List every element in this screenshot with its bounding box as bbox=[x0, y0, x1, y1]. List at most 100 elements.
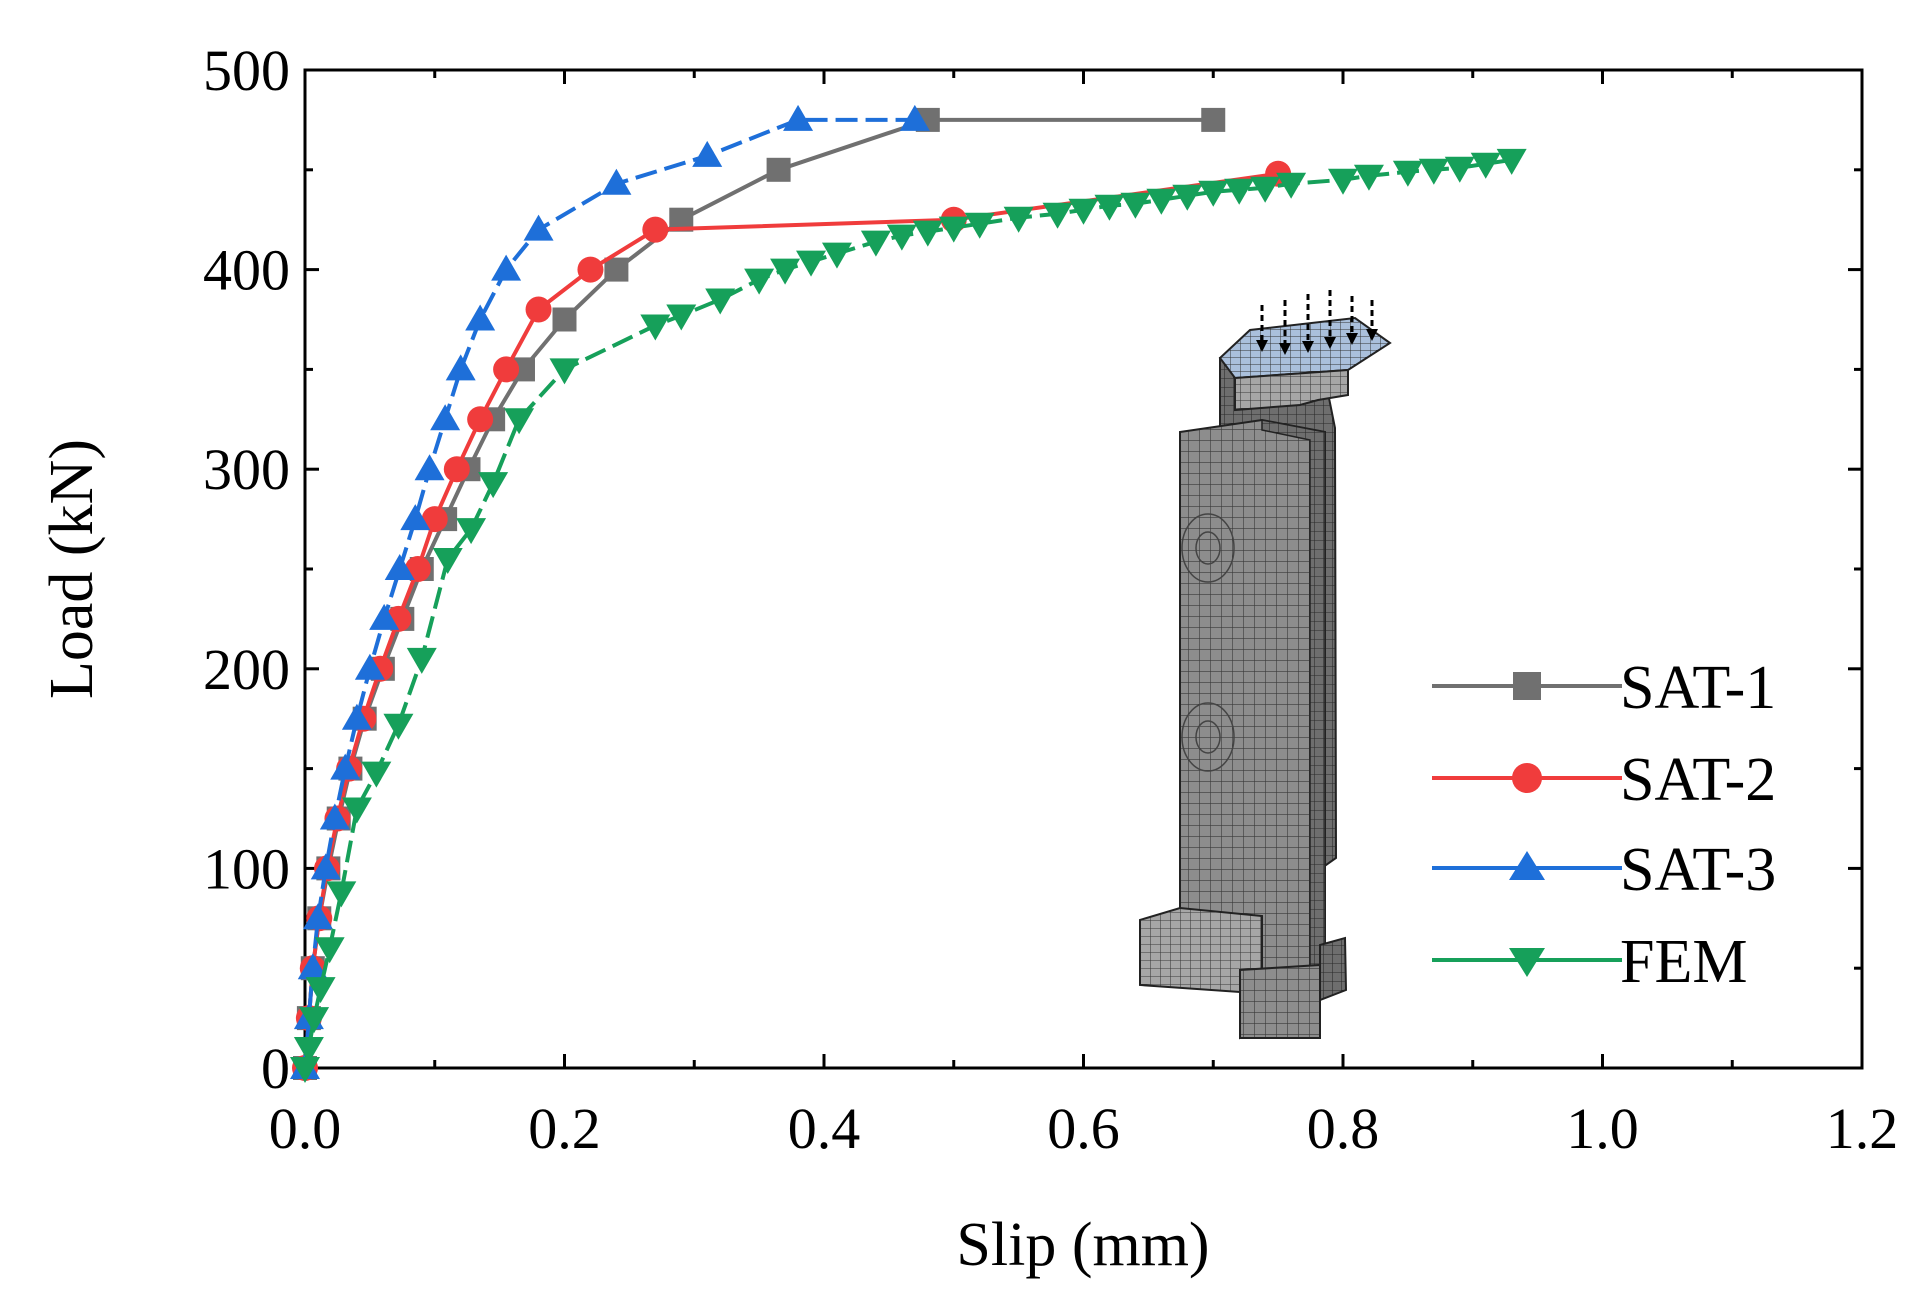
data-point-fem bbox=[1224, 178, 1255, 205]
legend-item-sat-2: SAT-2 bbox=[1432, 746, 1776, 814]
data-point-fem bbox=[1198, 180, 1229, 207]
data-point-fem bbox=[860, 230, 891, 257]
data-point-sat-1 bbox=[604, 257, 629, 282]
data-point-sat-3 bbox=[465, 304, 496, 331]
data-point-sat-1 bbox=[1201, 107, 1226, 132]
series-fem bbox=[290, 148, 1527, 1083]
legend-marker-triangle-down bbox=[1509, 948, 1545, 977]
y-tick-label: 0 bbox=[261, 1036, 290, 1101]
data-point-sat-3 bbox=[414, 454, 445, 481]
data-point-sat-2 bbox=[642, 216, 669, 243]
data-point-sat-3 bbox=[384, 554, 415, 580]
data-point-fem bbox=[1068, 198, 1099, 225]
data-point-fem bbox=[290, 1057, 320, 1083]
data-point-fem bbox=[666, 304, 697, 331]
data-point-fem bbox=[912, 220, 943, 247]
x-tick-label: 0.0 bbox=[269, 1096, 342, 1161]
data-point-sat-3 bbox=[783, 104, 814, 131]
legend-marker-triangle-up bbox=[1509, 851, 1545, 880]
x-tick-label: 0.2 bbox=[528, 1096, 601, 1161]
x-tick-label: 0.6 bbox=[1047, 1096, 1120, 1161]
legend-item-sat-1: SAT-1 bbox=[1432, 654, 1776, 722]
x-axis-label: Slip (mm) bbox=[956, 1211, 1209, 1279]
data-point-fem bbox=[293, 1037, 324, 1064]
data-point-sat-2 bbox=[467, 406, 494, 433]
y-tick-label: 100 bbox=[203, 836, 290, 901]
data-point-sat-3 bbox=[297, 953, 328, 980]
data-point-sat-3 bbox=[400, 504, 431, 531]
data-point-sat-3 bbox=[369, 603, 400, 630]
series-layer bbox=[290, 104, 1527, 1083]
data-point-fem bbox=[432, 548, 463, 575]
x-tick-label: 0.4 bbox=[788, 1096, 861, 1161]
data-point-fem bbox=[1003, 206, 1034, 233]
data-point-sat-3 bbox=[430, 404, 461, 431]
data-point-fem bbox=[770, 258, 801, 285]
data-point-sat-2 bbox=[443, 456, 470, 483]
data-point-fem bbox=[886, 224, 917, 251]
data-point-sat-3 bbox=[899, 104, 930, 131]
legend-label-fem: FEM bbox=[1620, 928, 1747, 996]
x-tick-labels: 0.0 0.2 0.4 0.6 0.8 1.0 1.2 bbox=[269, 1096, 1899, 1161]
data-point-fem bbox=[1353, 164, 1384, 191]
data-point-fem bbox=[938, 216, 969, 243]
legend-label-sat-2: SAT-2 bbox=[1620, 746, 1776, 814]
data-point-sat-3 bbox=[310, 853, 341, 880]
data-point-fem bbox=[821, 242, 852, 269]
data-point-sat-1 bbox=[552, 307, 577, 332]
data-point-fem bbox=[744, 268, 775, 295]
data-point-fem bbox=[305, 977, 336, 1004]
data-point-sat-3 bbox=[445, 354, 476, 381]
data-point-fem bbox=[1146, 188, 1177, 215]
data-point-fem bbox=[1444, 156, 1475, 183]
data-point-fem bbox=[406, 647, 437, 674]
legend-label-sat-3: SAT-3 bbox=[1620, 836, 1776, 904]
data-point-sat-3 bbox=[330, 753, 361, 780]
data-point-sat-3 bbox=[302, 903, 333, 930]
y-tick-label: 400 bbox=[203, 238, 290, 303]
data-point-fem bbox=[1172, 184, 1203, 211]
legend-item-sat-3: SAT-3 bbox=[1432, 836, 1776, 904]
data-point-fem bbox=[1392, 160, 1423, 187]
data-point-sat-3 bbox=[601, 168, 632, 195]
y-axis-label: Load (kN) bbox=[38, 439, 106, 699]
data-point-sat-2 bbox=[577, 256, 604, 283]
data-point-fem bbox=[549, 358, 580, 385]
data-point-sat-3 bbox=[341, 703, 372, 730]
legend-marker-circle bbox=[1512, 763, 1542, 793]
x-tick-label: 1.0 bbox=[1566, 1096, 1639, 1161]
legend-marker-square bbox=[1513, 672, 1541, 700]
data-point-fem bbox=[1496, 148, 1527, 175]
data-point-fem bbox=[383, 713, 414, 740]
data-point-sat-3 bbox=[354, 653, 385, 680]
data-point-fem bbox=[1418, 158, 1449, 185]
data-point-fem bbox=[341, 797, 372, 824]
y-tick-label: 300 bbox=[203, 437, 290, 502]
data-point-fem bbox=[964, 212, 995, 239]
data-point-fem bbox=[1276, 172, 1307, 199]
data-point-fem bbox=[361, 761, 392, 788]
data-point-fem bbox=[504, 408, 535, 435]
data-point-sat-2 bbox=[421, 506, 448, 533]
data-point-sat-2 bbox=[493, 356, 520, 383]
data-point-fem bbox=[640, 314, 671, 341]
data-point-fem bbox=[796, 250, 827, 277]
data-point-fem bbox=[456, 518, 487, 545]
data-point-sat-2 bbox=[525, 296, 552, 323]
data-point-fem bbox=[299, 1007, 330, 1034]
data-point-fem bbox=[478, 472, 509, 499]
data-point-fem bbox=[314, 937, 345, 964]
y-tick-label: 200 bbox=[203, 637, 290, 702]
x-tick-label: 0.8 bbox=[1307, 1096, 1380, 1161]
data-point-sat-1 bbox=[766, 157, 791, 182]
data-point-fem bbox=[1328, 168, 1358, 195]
data-point-sat-3 bbox=[523, 214, 554, 241]
data-point-fem bbox=[1094, 194, 1125, 221]
data-point-sat-3 bbox=[319, 803, 350, 830]
y-tick-label: 500 bbox=[203, 38, 290, 103]
legend-item-fem: FEM bbox=[1432, 928, 1747, 996]
data-point-fem bbox=[705, 288, 736, 315]
y-tick-labels: 0 100 200 300 400 500 bbox=[203, 38, 290, 1101]
data-point-fem bbox=[1120, 192, 1151, 219]
